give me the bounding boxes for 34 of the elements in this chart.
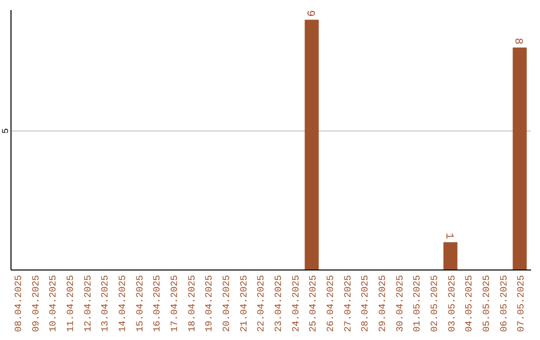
data-label: 9 [304, 10, 316, 17]
data-label: 8 [512, 38, 524, 45]
data-label: 1 [442, 232, 454, 240]
x-tick-label: 02.05.2025 [429, 274, 440, 332]
x-tick-label: 23.04.2025 [273, 274, 284, 332]
x-tick-label: 24.04.2025 [290, 274, 302, 332]
x-tick-label: 12.04.2025 [82, 274, 94, 332]
x-tick-label: 04.05.2025 [464, 274, 475, 332]
x-tick-label: 18.04.2025 [186, 274, 198, 332]
x-tick-label: 17.04.2025 [169, 274, 180, 332]
x-tick-label: 10.04.2025 [48, 274, 59, 332]
x-tick-label: 27.04.2025 [342, 274, 354, 332]
x-tick-label: 06.05.2025 [498, 274, 510, 332]
x-tick-label: 29.04.2025 [377, 274, 388, 332]
x-tick-label: 09.04.2025 [30, 274, 42, 332]
x-tick-label: 03.05.2025 [446, 274, 458, 332]
x-tick-label: 30.04.2025 [394, 274, 406, 332]
x-tick-label: 26.04.2025 [325, 274, 336, 332]
ref-line-label: 5 [1, 128, 11, 134]
x-tick-label: 08.04.2025 [13, 274, 24, 332]
x-tick-label: 21.04.2025 [238, 274, 250, 332]
x-tick-label: 07.05.2025 [516, 274, 527, 332]
x-tick-label: 22.04.2025 [256, 274, 267, 332]
x-tick-label: 05.05.2025 [481, 274, 492, 332]
x-tick-label: 28.04.2025 [360, 274, 371, 332]
x-tick-label: 25.04.2025 [308, 274, 319, 332]
x-tick-label: 01.05.2025 [412, 274, 423, 332]
x-tick-label: 20.04.2025 [221, 274, 232, 332]
x-tick-label: 15.04.2025 [134, 274, 146, 332]
x-tick-label: 19.04.2025 [204, 274, 215, 332]
x-tick-label: 16.04.2025 [152, 274, 163, 332]
x-tick-label: 11.04.2025 [65, 274, 76, 332]
x-tick-label: 14.04.2025 [117, 274, 128, 332]
x-tick-label: 13.04.2025 [100, 274, 111, 332]
